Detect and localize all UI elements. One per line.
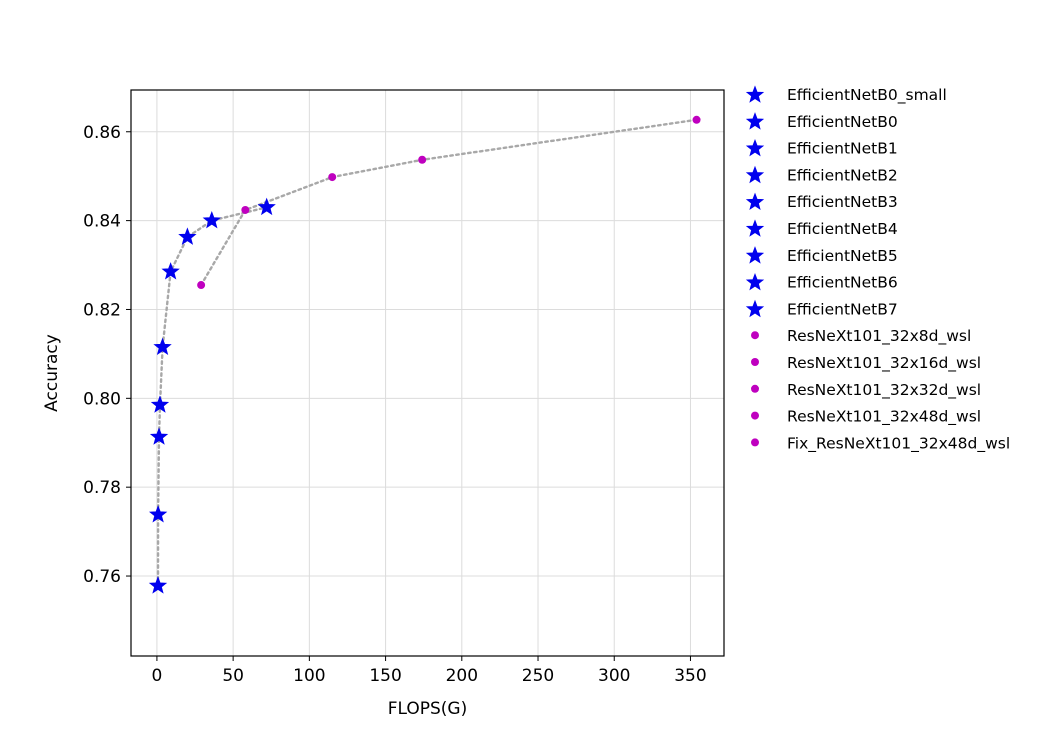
legend-marker-efficientnetb5 bbox=[745, 246, 765, 264]
legend-marker-efficientnetb1 bbox=[745, 138, 765, 157]
point-efficientnetb2 bbox=[150, 395, 170, 413]
x-tick-label: 350 bbox=[674, 666, 706, 686]
y-tick-label: 0.86 bbox=[83, 123, 121, 143]
point-efficientnetb5 bbox=[178, 227, 197, 245]
legend-label-efficientnetb5: EfficientNetB5 bbox=[787, 247, 898, 265]
efficientnet-trend-line bbox=[156, 206, 268, 587]
legend-label-resnext101-32x48d-wsl: ResNeXt101_32x48d_wsl bbox=[787, 408, 981, 427]
legend-label-efficientnetb0-small: EfficientNetB0_small bbox=[787, 86, 947, 105]
resnext-trend-line bbox=[199, 118, 698, 287]
legend-marker-efficientnetb7 bbox=[745, 299, 765, 318]
legend-marker-efficientnetb3 bbox=[745, 192, 765, 210]
x-tick-label: 200 bbox=[446, 666, 478, 686]
point-fix-resnext101-32x48d-wsl bbox=[692, 115, 701, 124]
x-tick-label: 300 bbox=[598, 666, 630, 686]
legend-label-efficientnetb4: EfficientNetB4 bbox=[787, 220, 898, 238]
legend-label-efficientnetb0: EfficientNetB0 bbox=[787, 113, 898, 131]
legend-label-efficientnetb1: EfficientNetB1 bbox=[787, 140, 898, 158]
point-resnext101-32x16d-wsl bbox=[241, 205, 250, 214]
x-tick-label: 250 bbox=[522, 666, 554, 686]
legend-marker-fix-resnext101-32x48d-wsl bbox=[751, 438, 759, 447]
x-tick-label: 0 bbox=[152, 666, 163, 686]
point-resnext101-32x48d-wsl bbox=[418, 155, 427, 164]
legend-label-resnext101-32x8d-wsl: ResNeXt101_32x8d_wsl bbox=[787, 327, 971, 346]
x-axis-ticks: 0 50 100 150 200 250 300 350 bbox=[152, 656, 707, 686]
legend-label-fix-resnext101-32x48d-wsl: Fix_ResNeXt101_32x48d_wsl bbox=[787, 434, 1010, 453]
plot-frame bbox=[130, 89, 725, 657]
y-tick-label: 0.76 bbox=[83, 567, 121, 587]
legend-marker-efficientnetb2 bbox=[745, 165, 765, 184]
grid-lines bbox=[131, 90, 724, 656]
point-efficientnetb4 bbox=[161, 262, 180, 280]
legend-marker-efficientnetb0 bbox=[745, 112, 765, 130]
y-tick-label: 0.78 bbox=[83, 478, 121, 498]
point-efficientnetb3 bbox=[153, 337, 172, 356]
legend: EfficientNetB0_small EfficientNetB0 Effici… bbox=[745, 85, 1010, 453]
x-axis-title: FLOPS(G) bbox=[388, 699, 468, 719]
legend-marker-resnext101-32x8d-wsl bbox=[751, 331, 759, 340]
legend-label-efficientnetb2: EfficientNetB2 bbox=[787, 166, 898, 184]
legend-marker-resnext101-32x16d-wsl bbox=[751, 358, 759, 366]
legend-label-efficientnetb3: EfficientNetB3 bbox=[787, 193, 898, 211]
data-markers bbox=[148, 115, 701, 594]
x-tick-label: 150 bbox=[369, 666, 401, 686]
point-efficientnetb0 bbox=[148, 505, 168, 523]
y-axis-title: Accuracy bbox=[42, 334, 62, 412]
legend-label-resnext101-32x16d-wsl: ResNeXt101_32x16d_wsl bbox=[787, 354, 981, 373]
y-tick-label: 0.84 bbox=[83, 212, 121, 232]
x-tick-label: 50 bbox=[222, 666, 244, 686]
legend-label-efficientnetb6: EfficientNetB6 bbox=[787, 274, 898, 292]
point-efficientnetb1 bbox=[149, 427, 169, 445]
point-efficientnetb7 bbox=[257, 197, 276, 216]
point-resnext101-32x8d-wsl bbox=[197, 281, 206, 290]
point-efficientnetb6 bbox=[202, 210, 221, 229]
legend-marker-resnext101-32x48d-wsl bbox=[751, 411, 759, 420]
point-resnext101-32x32d-wsl bbox=[328, 173, 337, 182]
legend-marker-efficientnetb6 bbox=[745, 272, 765, 291]
legend-marker-efficientnetb4 bbox=[745, 219, 765, 237]
point-efficientnetb0-small bbox=[148, 576, 168, 594]
legend-marker-efficientnetb0-small bbox=[745, 85, 765, 103]
y-tick-label: 0.82 bbox=[83, 300, 121, 320]
x-tick-label: 100 bbox=[293, 666, 325, 686]
trend-lines bbox=[156, 118, 698, 587]
y-axis-ticks: 0.76 0.78 0.80 0.82 0.84 0.86 bbox=[83, 123, 131, 587]
legend-label-resnext101-32x32d-wsl: ResNeXt101_32x32d_wsl bbox=[787, 381, 981, 400]
legend-marker-resnext101-32x32d-wsl bbox=[751, 384, 759, 393]
legend-label-efficientnetb7: EfficientNetB7 bbox=[787, 300, 898, 318]
y-tick-label: 0.80 bbox=[83, 389, 121, 409]
